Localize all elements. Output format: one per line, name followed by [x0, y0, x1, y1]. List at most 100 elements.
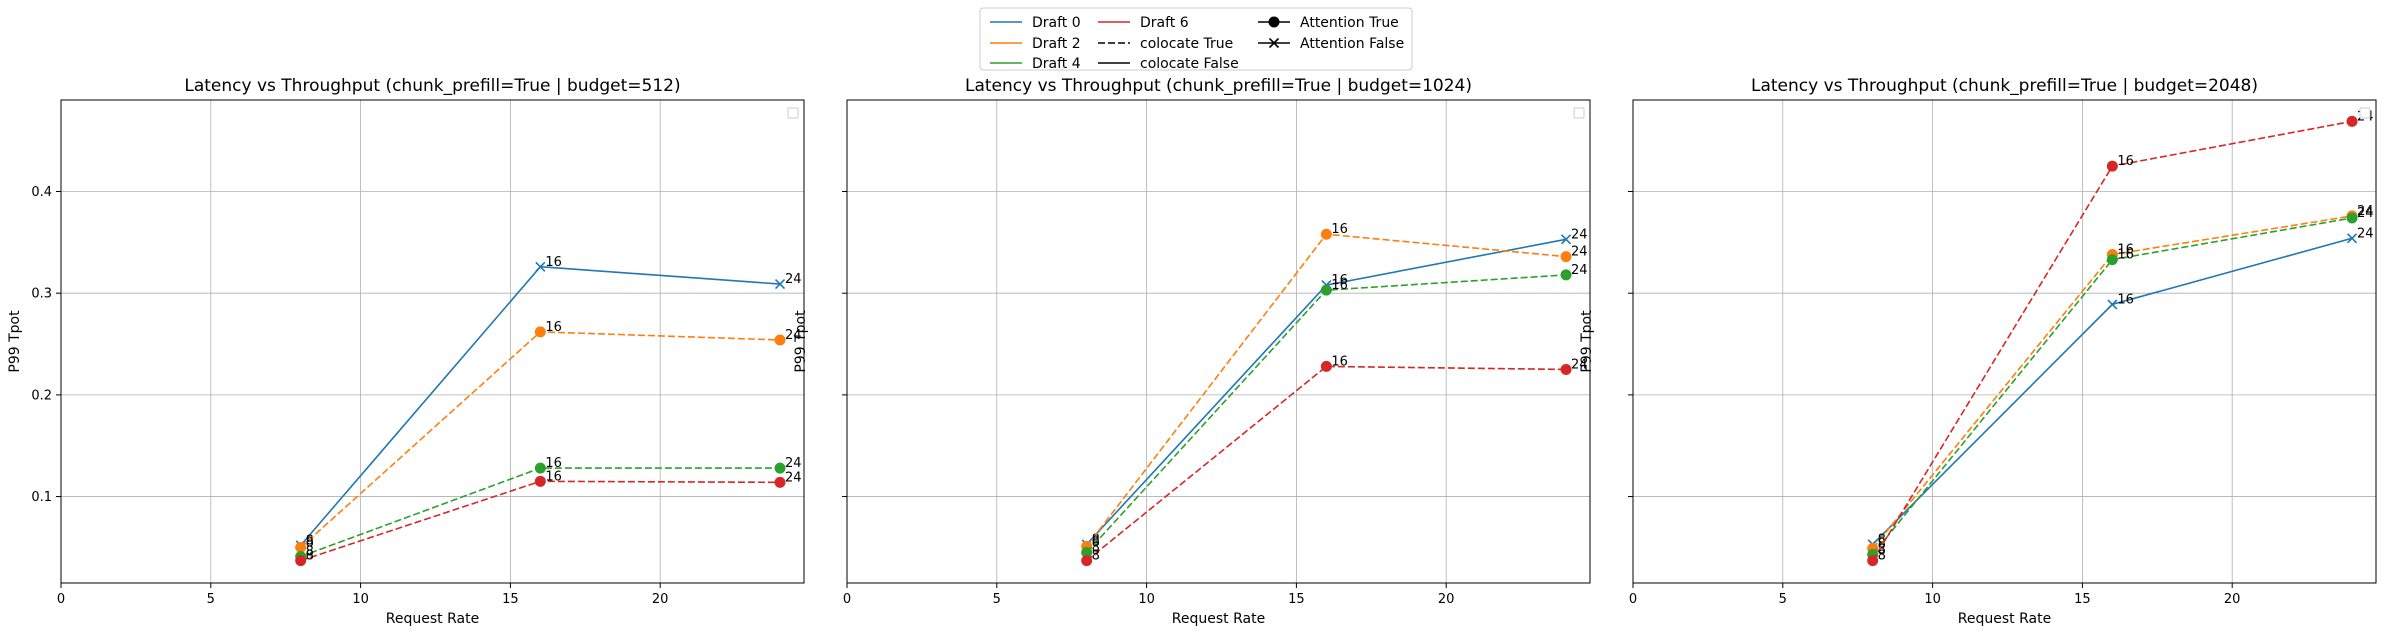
data-point [1081, 555, 1093, 567]
point-label: 8 [1878, 543, 1886, 558]
point-label: 8 [1878, 532, 1886, 547]
point-label: 16 [2117, 292, 2134, 307]
axes-frame [846, 99, 1591, 584]
x-tick-label: 15 [502, 592, 519, 607]
series-line [1872, 237, 2353, 545]
data-point [1867, 555, 1879, 567]
x-axis-label: Request Rate [386, 611, 479, 627]
data-point [534, 462, 546, 474]
point-label: 24 [785, 328, 802, 343]
x-tick-label: 10 [1924, 592, 1941, 607]
point-label: 8 [1092, 540, 1100, 555]
y-tick-label: 0.4 [31, 185, 52, 200]
data-point [1560, 363, 1572, 375]
point-label: 16 [2117, 243, 2134, 258]
legend-entry: Attention True [1258, 15, 1399, 31]
point-label: 8 [1092, 532, 1100, 547]
point-label: 16 [545, 320, 562, 335]
data-point [1560, 234, 1572, 245]
point-label: 8 [306, 549, 314, 564]
legend-label: Draft 0 [1032, 15, 1081, 31]
point-label: 8 [1878, 549, 1886, 564]
legend-label: Attention True [1300, 15, 1399, 31]
point-label: 16 [1331, 278, 1348, 293]
x-axis-label: Request Rate [1958, 611, 2051, 627]
y-tick-label: 0.1 [31, 490, 52, 505]
legend-frame [979, 7, 1413, 71]
point-label: 24 [785, 456, 802, 471]
point-label: 16 [1331, 222, 1348, 237]
point-label: 16 [2117, 248, 2134, 263]
legend-label: Draft 6 [1140, 15, 1189, 31]
series-draft-2: 8 16 24 [295, 320, 802, 553]
point-label: 24 [1571, 227, 1588, 242]
series-line [1872, 217, 2353, 556]
data-point [774, 462, 786, 474]
point-label: 8 [306, 545, 314, 560]
point-label: 16 [545, 255, 562, 270]
series-line [1872, 215, 2353, 549]
point-label: 24 [2357, 226, 2374, 241]
empty-legend-box [1573, 107, 1585, 119]
series-line [1086, 274, 1567, 554]
legend-marker [1268, 16, 1280, 28]
y-axis-label: P99 Tpot [1579, 310, 1595, 373]
series-draft-0: 8 16 24 [1081, 227, 1588, 550]
point-label: 16 [2117, 154, 2134, 169]
legend-label: Draft 2 [1032, 36, 1081, 52]
point-label: 16 [1331, 273, 1348, 288]
x-tick-label: 15 [2074, 592, 2091, 607]
x-tick-label: 0 [57, 592, 65, 607]
data-point [2106, 254, 2118, 266]
series-draft-0: 8 16 24 [295, 255, 802, 551]
point-label: 24 [1571, 245, 1588, 260]
point-label: 8 [306, 533, 314, 548]
series-draft-6: 8 16 24 [1867, 109, 2374, 567]
series-line [1086, 233, 1567, 547]
point-label: 24 [2357, 206, 2374, 221]
figure-legend: Draft 0 Draft 2 Draft 4 Draft 6 colocate Tru… [979, 7, 1413, 72]
axes-frame [1632, 99, 2377, 584]
point-label: 8 [1092, 549, 1100, 564]
series-line [300, 480, 781, 562]
data-point [1560, 269, 1572, 281]
x-tick-label: 5 [207, 592, 215, 607]
legend-label: Draft 4 [1032, 56, 1081, 72]
series-line [300, 331, 781, 549]
point-label: 24 [1571, 263, 1588, 278]
series-draft-0: 8 16 24 [1867, 226, 2374, 550]
series-draft-6: 8 16 24 [295, 469, 802, 567]
legend-label: Attention False [1300, 36, 1404, 52]
x-tick-label: 15 [1288, 592, 1305, 607]
legend-entry: colocate True [1098, 36, 1233, 52]
x-tick-label: 10 [352, 592, 369, 607]
legend-label: colocate True [1140, 36, 1233, 52]
data-point [774, 278, 786, 290]
data-point [295, 541, 307, 553]
series-line [300, 265, 781, 546]
point-label: 16 [1331, 354, 1348, 369]
y-tick-label: 0.2 [31, 388, 52, 403]
empty-legend-box [2359, 107, 2371, 119]
series-line [1871, 120, 2353, 562]
x-tick-label: 0 [1629, 592, 1637, 607]
empty-legend-box [787, 107, 799, 119]
series-draft-6: 8 16 24 [1081, 354, 1588, 567]
point-label: 16 [545, 469, 562, 484]
point-label: 24 [2357, 204, 2374, 219]
legend-label: colocate False [1140, 56, 1239, 72]
series-draft-4: 8 16 24 [1867, 206, 2374, 561]
panel-title: Latency vs Throughput (chunk_prefill=Tru… [1751, 76, 2258, 96]
x-axis-label: Request Rate [1172, 611, 1265, 627]
data-point [2346, 212, 2358, 224]
point-label: 24 [785, 272, 802, 287]
data-point [1320, 284, 1332, 296]
point-label: 16 [545, 456, 562, 471]
data-point [2346, 233, 2358, 244]
data-point [1560, 251, 1572, 263]
x-tick-label: 20 [1438, 592, 1455, 607]
data-point [534, 475, 546, 487]
data-point [1320, 360, 1332, 372]
legend-entry: Draft 0 [990, 15, 1081, 31]
